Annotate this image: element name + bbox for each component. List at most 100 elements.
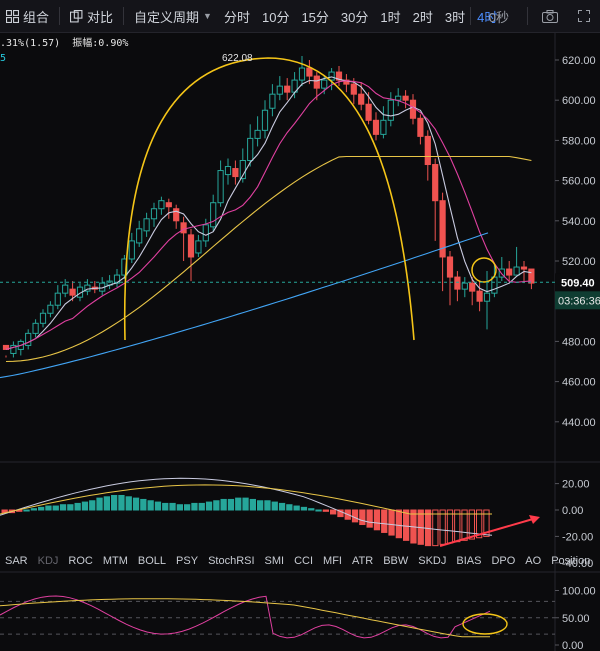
candle-body — [380, 119, 387, 135]
candle-body — [395, 95, 402, 101]
candle-body — [402, 95, 409, 101]
macd-histogram-bar — [359, 509, 366, 526]
indicator-tab-roc[interactable]: ROC — [68, 555, 93, 567]
candle-body — [321, 79, 328, 89]
candle-body — [195, 240, 202, 254]
expand-button[interactable] — [568, 0, 600, 32]
macd-histogram-bar — [147, 500, 154, 511]
custom-period-dropdown[interactable]: 自定义周期 ▼ — [128, 0, 218, 32]
candle-body — [261, 109, 269, 131]
interval-6[interactable]: 3时 — [444, 9, 466, 25]
indicator-tab-skdj[interactable]: SKDJ — [418, 555, 447, 567]
candle-body — [276, 85, 283, 95]
candle-body — [232, 168, 239, 178]
interval-2[interactable]: 15分 — [301, 9, 329, 25]
combo-label: 组合 — [23, 9, 50, 25]
macd-tick-label: -40.00 — [562, 558, 593, 570]
macd-histogram-bar — [257, 500, 264, 511]
interval-1[interactable]: 10分 — [261, 9, 290, 25]
macd-tick-label: -20.00 — [562, 531, 593, 543]
interval-4[interactable]: 1时 — [380, 9, 401, 25]
price-tick-label: 540.00 — [562, 216, 596, 228]
candle-body — [454, 276, 461, 290]
macd-histogram-bar — [169, 502, 176, 511]
indicator-tab-mtm[interactable]: MTM — [102, 555, 128, 567]
candle-body — [446, 256, 454, 278]
candle-body — [528, 268, 535, 284]
indicator-tab-mfi[interactable]: MFI — [323, 555, 342, 567]
macd-histogram-bar — [96, 497, 103, 511]
indicator-tab-cci[interactable]: CCI — [294, 555, 314, 567]
indicator-tab-kdj[interactable]: KDJ — [37, 555, 59, 567]
ma-long-line — [0, 232, 489, 379]
indicator-tab-atr[interactable]: ATR — [352, 555, 374, 567]
candle-body — [247, 137, 254, 161]
candle-body — [121, 258, 128, 276]
candle-body — [128, 240, 135, 260]
indicator-tab-bias[interactable]: BIAS — [456, 555, 482, 567]
toolbar-divider — [469, 7, 471, 25]
compare-icon — [70, 9, 83, 22]
indicator-tab-smi[interactable]: SMI — [264, 555, 285, 567]
indicator-tab-ao[interactable]: AO — [525, 555, 542, 567]
screenshot-button[interactable] — [532, 0, 568, 32]
countdown-box — [555, 291, 600, 310]
indicator-tab-dpo[interactable]: DPO — [491, 555, 516, 567]
indicator-tab-position[interactable]: Position — [551, 555, 591, 567]
osc-tick-label: 50.00 — [562, 613, 590, 625]
interval-7[interactable]: 4时 — [477, 9, 498, 25]
candle-body — [187, 234, 195, 258]
candle-body — [47, 304, 54, 314]
trend-arrow-head — [529, 515, 540, 524]
candle-body — [32, 322, 39, 334]
price-tick-label: 460.00 — [562, 377, 596, 389]
candle-body — [84, 284, 91, 292]
candle-body — [180, 222, 187, 234]
macd-histogram-bar — [461, 509, 468, 541]
refresh-timer[interactable]: 0秒 — [488, 9, 509, 25]
macd-histogram-bar — [132, 497, 140, 511]
indicator-tab-stochrsi[interactable]: StochRSI — [208, 555, 255, 567]
price-tick-label: 600.00 — [562, 95, 596, 107]
toolbar-divider — [527, 7, 528, 25]
combo-button[interactable]: 组合 — [0, 0, 55, 32]
ma-mid-line — [5, 80, 532, 350]
current-price-box — [555, 273, 600, 292]
toolbar-divider — [123, 7, 125, 25]
indicator-tab-sar[interactable]: SAR — [5, 555, 28, 567]
indicator-tab-bbw[interactable]: BBW — [383, 555, 409, 567]
interval-5[interactable]: 2时 — [412, 9, 433, 25]
osc-circle-annotation — [462, 613, 508, 635]
candle-body — [173, 208, 180, 222]
interval-0[interactable]: 分时 — [223, 9, 250, 25]
indicator-tab-psy[interactable]: PSY — [176, 555, 199, 567]
candle-body — [165, 202, 172, 208]
candle-body — [217, 170, 224, 204]
macd-histogram-bar — [74, 502, 81, 511]
macd-histogram-bar — [381, 509, 388, 533]
candle-body — [424, 135, 431, 166]
candle-body — [239, 160, 246, 180]
chevron-down-icon: ▼ — [203, 11, 212, 21]
ma-slow-line — [5, 155, 532, 363]
macd-histogram-bar — [264, 500, 271, 511]
high-price-label: 622.08 — [222, 53, 253, 64]
candle-body — [328, 71, 335, 81]
candle-body — [2, 344, 10, 350]
candle-body — [298, 67, 306, 81]
indicator-tab-boll[interactable]: BOLL — [137, 555, 167, 567]
macd-histogram-bar — [67, 504, 74, 511]
macd-histogram-bar — [468, 509, 476, 540]
candle-body — [387, 99, 394, 121]
interval-3[interactable]: 30分 — [340, 9, 369, 25]
ma-fast-line — [5, 76, 532, 350]
arc-annotation — [123, 57, 415, 341]
candle-body — [224, 166, 232, 176]
macd-tick-label: 0.00 — [562, 505, 583, 517]
candle-body — [461, 282, 468, 290]
macd-histogram-bar — [293, 505, 300, 511]
compare-button[interactable]: 对比 — [64, 0, 119, 32]
macd-histogram-bar — [300, 506, 308, 511]
macd-dea-line — [0, 484, 492, 515]
